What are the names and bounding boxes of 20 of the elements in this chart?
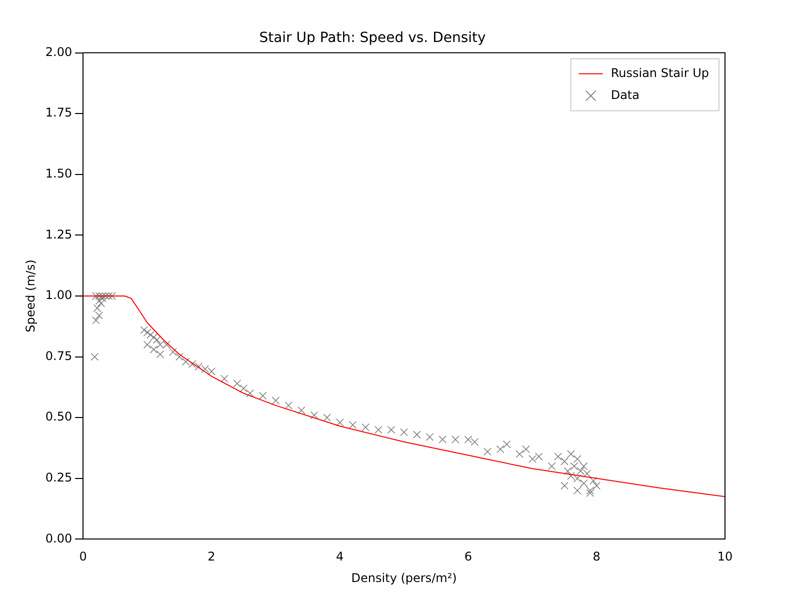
x-tick-label: 4: [336, 550, 344, 564]
y-tick-label: 1.75: [45, 106, 72, 120]
legend-label: Data: [610, 88, 640, 102]
legend-label: Russian Stair Up: [610, 66, 710, 80]
x-tick-label: 0: [79, 550, 87, 564]
y-tick-label: 2.00: [45, 44, 72, 59]
y-tick-label: 0.25: [45, 470, 72, 485]
y-tick-label: 1.00: [45, 288, 72, 302]
chart-title: Stair Up Path: Speed vs. Density: [259, 30, 486, 46]
x-tick-label: 6: [464, 550, 472, 564]
x-axis-title: Density (pers/m²): [351, 570, 457, 585]
y-tick-label: 0.00: [45, 531, 72, 546]
x-tick-label: 2: [208, 550, 216, 564]
y-tick-label: 1.50: [45, 166, 72, 181]
y-tick-label: 0.75: [45, 348, 72, 363]
y-tick-label: 0.50: [45, 410, 72, 424]
x-tick-label: 10: [717, 550, 733, 564]
y-axis-title: Speed (m/s): [23, 260, 38, 332]
y-tick-label: 1.25: [45, 227, 72, 242]
x-tick-label: 8: [592, 550, 600, 564]
